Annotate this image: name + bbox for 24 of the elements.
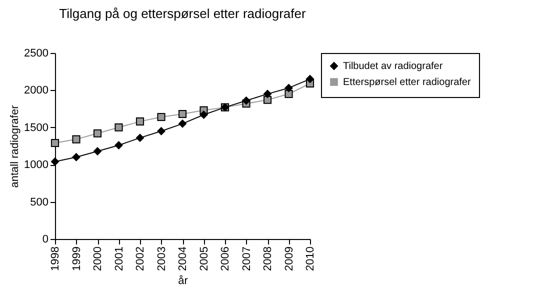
x-tick-label: 2000 [92,246,104,271]
x-tick-label: 2004 [177,246,189,271]
x-tick-label: 2005 [198,246,210,271]
x-tick-label: 2003 [156,246,168,271]
x-axis-title: år [178,274,188,287]
y-tick-label: 2500 [24,48,48,60]
y-tick-label: 0 [42,234,48,246]
legend-label: Tilbudet av radiografer [343,61,444,72]
x-tick-label: 1999 [70,246,83,271]
x-tick-label: 2002 [134,246,146,271]
y-tick-label: 500 [30,196,48,208]
x-tick-label: 2010 [304,246,316,271]
x-tick-label: 2009 [283,246,296,271]
x-tick-label: 2007 [240,246,253,271]
y-axis-title: antall radiografer [9,104,22,188]
chart-title: Tilgang på og etterspørsel etter radiografer [59,6,306,21]
y-tick-label: 1500 [24,122,48,134]
x-tick-label: 2006 [220,246,232,271]
x-tick-label: 2001 [113,246,126,271]
x-tick-label: 2008 [262,246,274,271]
y-tick-label: 1000 [24,159,48,172]
y-tick-label: 2000 [24,84,48,97]
legend-label: Etterspørsel etter radiografer [343,77,472,88]
x-tick-label: 1998 [50,246,62,271]
